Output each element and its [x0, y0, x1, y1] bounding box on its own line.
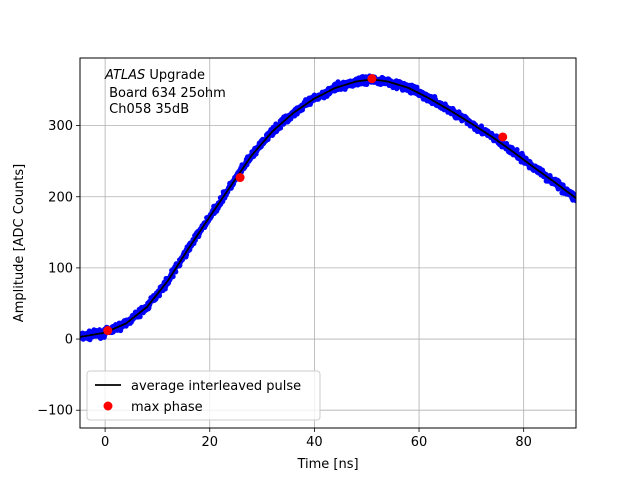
- axes-frame: [79, 57, 577, 429]
- y-tick-label: 300: [48, 119, 73, 134]
- svg-text:ATLAS Upgrade: ATLAS Upgrade: [104, 68, 205, 83]
- max-phase-point: [235, 173, 245, 183]
- x-tick-label: 0: [101, 435, 109, 450]
- y-tick-label: 200: [48, 190, 73, 205]
- sample-point: [573, 198, 576, 204]
- legend-box: [86, 370, 321, 421]
- legend: average interleaved pulse max phase: [86, 370, 321, 421]
- legend-label-max-phase: max phase: [131, 400, 203, 415]
- legend-label-average-pulse: average interleaved pulse: [131, 379, 301, 394]
- y-axis-label: Amplitude [ADC Counts]: [12, 164, 27, 322]
- sample-point: [277, 125, 284, 131]
- average-pulse-line: [80, 78, 576, 338]
- legend-max-phase-icon: [103, 401, 113, 411]
- board-label: Board 634 25ohm: [105, 86, 226, 101]
- max-phase-point: [103, 326, 113, 336]
- max-phase-point: [498, 132, 508, 142]
- channel-label: Ch058 35dB: [105, 102, 189, 117]
- y-tick-label: 0: [65, 333, 73, 348]
- x-tick-label: 40: [306, 435, 323, 450]
- atlas-annotation: ATLAS Upgrade Board 634 25ohm Ch058 35dB: [104, 68, 226, 117]
- y-tick-label: −100: [37, 404, 73, 419]
- x-tick-label: 20: [201, 435, 218, 450]
- axis-ticks: 0 20 40 60 80 −100 0 100 200 300: [37, 119, 532, 450]
- max-phase-point: [367, 74, 377, 84]
- x-axis-label: Time [ns]: [296, 457, 358, 472]
- atlas-upgrade-label: Upgrade: [145, 68, 205, 83]
- x-tick-label: 80: [515, 435, 532, 450]
- x-tick-label: 60: [411, 435, 428, 450]
- plot-area: [80, 73, 576, 343]
- atlas-label: ATLAS: [104, 68, 145, 83]
- y-tick-label: 100: [48, 261, 73, 276]
